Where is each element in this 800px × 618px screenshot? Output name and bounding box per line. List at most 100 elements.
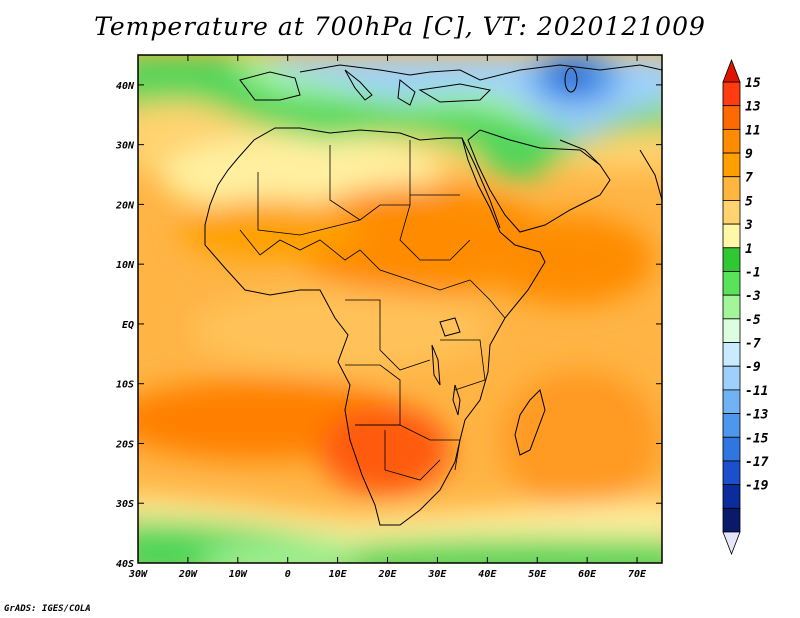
colorbar-swatch: [722, 342, 741, 367]
colorbar-swatch: [722, 318, 741, 343]
border-east-africa: [469, 279, 506, 319]
colorbar-swatch: [722, 81, 741, 107]
field-sahel-orange: [290, 185, 550, 295]
colorbar: 15 13 11 9 7 5 3 1 -1 -3 -5 -7 -9 -11 -13 -15 -17 -19: [722, 58, 769, 556]
grads-credit: GrADS: IGES/COLA: [4, 604, 91, 614]
colorbar-label: -15: [745, 431, 769, 446]
field-south-lightgreen: [200, 545, 360, 563]
colorbar-swatch: [722, 436, 741, 462]
colorbar-swatch: [722, 128, 741, 154]
coastlines: [204, 64, 662, 526]
temperature-field: [138, 55, 662, 563]
colorbar-label: -17: [745, 455, 769, 470]
border-botswana: [384, 430, 441, 481]
colorbar-label: 3: [744, 218, 753, 233]
india-coast: [639, 149, 662, 201]
x-tick-label: 30W: [128, 569, 148, 580]
africa-coastline: [204, 127, 546, 526]
colorbar-swatch: [722, 294, 741, 320]
x-tick-label: 10E: [329, 569, 348, 580]
colorbar-swatch: [722, 460, 741, 486]
italy-coast: [344, 69, 373, 101]
border-sahara-mid: [329, 140, 411, 221]
border-sudan: [399, 204, 471, 261]
x-tick-label: 40E: [478, 569, 497, 580]
colorbar-label: 9: [745, 147, 753, 162]
x-tick-label: 10W: [229, 569, 248, 580]
colorbar-top-arrow: [722, 58, 741, 83]
x-tick-label: 30E: [427, 569, 447, 580]
colorbar-bottom-arrow: [722, 531, 741, 556]
arabia-coast: [467, 129, 611, 233]
colorbar-swatch: [722, 484, 741, 509]
border-sahara-west: [257, 172, 361, 236]
colorbar-label: 5: [745, 194, 753, 209]
y-tick-label: EQ: [122, 320, 134, 331]
plot-frame: [137, 54, 663, 564]
colorbar-swatch: [722, 413, 741, 438]
y-tick-label: 40N: [116, 81, 135, 92]
border-southern-africa: [355, 424, 461, 471]
y-tick-label: 20S: [115, 439, 134, 450]
y-tick-label: 20N: [115, 200, 135, 211]
red-sea-coast: [461, 137, 501, 229]
colorbar-swatch: [722, 365, 741, 391]
x-axis: 30W 20W 10W 0 10E 20E 30E 40E 50E 60E 70E: [128, 55, 647, 580]
field-equator-light: [190, 290, 490, 370]
colorbar-swatch: [722, 152, 741, 178]
colorbar-label: -9: [745, 360, 761, 375]
colorbar-swatch: [722, 223, 741, 249]
y-tick-label: 10S: [116, 380, 134, 391]
border-central-africa: [359, 249, 471, 291]
border-tanzania: [440, 339, 486, 391]
field-west-orange: [180, 200, 360, 260]
x-tick-label: 60E: [578, 569, 597, 580]
colorbar-label: 1: [745, 242, 753, 257]
colorbar-label: -11: [745, 384, 768, 399]
x-tick-label: 50E: [528, 569, 547, 580]
x-tick-label: 20W: [178, 569, 198, 580]
chart-title: Temperature at 700hPa [C], VT: 202012100…: [94, 12, 706, 41]
x-tick-label: 0: [285, 569, 291, 580]
lake-victoria: [439, 317, 461, 337]
colorbar-label: 11: [745, 123, 761, 138]
turkey-coast: [418, 83, 492, 103]
colorbar-swatch: [722, 247, 741, 272]
colorbar-swatch: [722, 105, 741, 130]
iberia-coast: [239, 71, 301, 101]
y-tick-label: 10N: [116, 260, 135, 271]
europe-coast: [299, 64, 662, 81]
y-tick-label: 40S: [116, 559, 134, 570]
y-tick-label: 30N: [115, 141, 135, 152]
colorbar-swatch: [722, 271, 741, 296]
x-tick-label: 70E: [628, 569, 647, 580]
colorbar-label: -19: [745, 479, 769, 494]
colorbar-swatch: [722, 176, 741, 201]
colorbar-swatch: [722, 507, 741, 533]
y-axis: 40N 30N 20N 10N EQ 10S 20S 30S 40S: [115, 81, 662, 570]
lake-malawi: [452, 384, 461, 416]
field-horn-orange: [485, 215, 655, 305]
colorbar-swatch: [722, 389, 741, 414]
colorbar-label: 7: [745, 171, 753, 186]
colorbar-label: -3: [745, 289, 761, 304]
border-west-africa: [239, 229, 361, 261]
colorbar-swatch: [722, 200, 741, 225]
greece-coast: [397, 79, 416, 106]
caspian-sea: [564, 67, 578, 93]
lake-tanganyika: [431, 344, 441, 386]
madagascar-coast: [514, 389, 546, 456]
colorbar-label: 13: [745, 100, 761, 115]
border-congo: [345, 299, 431, 371]
colorbar-label: -7: [745, 337, 761, 352]
persian-gulf: [559, 139, 601, 166]
field-caspian-deep: [554, 64, 590, 88]
colorbar-label: -5: [745, 313, 761, 328]
colorbar-label: -1: [745, 265, 761, 280]
x-tick-label: 20E: [377, 569, 397, 580]
colorbar-label: -13: [745, 408, 769, 423]
y-tick-label: 30S: [115, 499, 134, 510]
country-borders: [239, 140, 506, 481]
field-indian-ocean: [500, 370, 660, 510]
